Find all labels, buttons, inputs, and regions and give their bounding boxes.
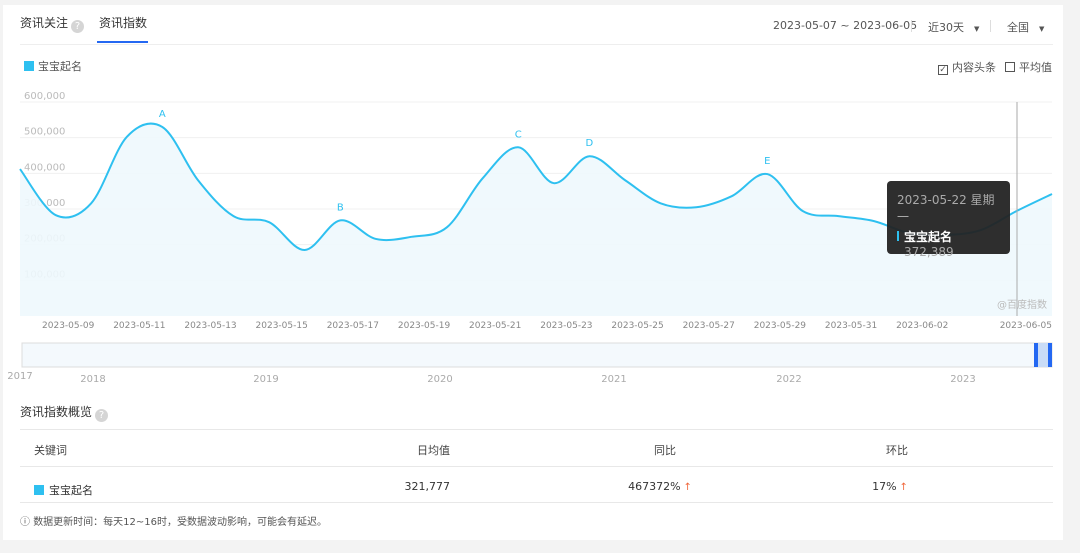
x-tick-label: 2023-06-05 (1000, 321, 1052, 331)
tooltip-series: 宝宝起名 (897, 228, 1000, 245)
arrow-up-icon: ↑ (683, 482, 692, 493)
divider (911, 20, 912, 32)
y-tick-label: 500,000 (24, 127, 65, 138)
annotation-a: A (159, 109, 166, 120)
title-text: 资讯指数概览 (20, 405, 93, 419)
row-daily-avg: 321,777 (404, 480, 451, 493)
overview-year-label: 2018 (80, 374, 105, 385)
annotation-c: C (515, 129, 522, 140)
tooltip-value: 372,389 (904, 245, 954, 259)
region-value: 全国 (1007, 21, 1029, 34)
x-tick-label: 2023-05-13 (184, 321, 236, 331)
legend-swatch (24, 61, 34, 71)
row-keyword: 宝宝起名 (34, 482, 93, 498)
footnote: ⓘ 数据更新时间：每天12~16时，受数据波动影响，可能会有延迟。 (20, 513, 327, 528)
option-label: 内容头条 (952, 61, 996, 74)
x-tick-label: 2023-05-19 (398, 321, 451, 331)
overview-year-label: 2021 (601, 374, 626, 385)
keyword-text: 宝宝起名 (49, 484, 93, 497)
y-tick-label: 400,000 (24, 162, 65, 173)
caret-down-icon: ▼ (1039, 25, 1045, 33)
tab-label: 资讯关注 (20, 16, 69, 30)
annotation-d: D (586, 138, 594, 149)
column-header-daily-avg: 日均值 (417, 444, 450, 457)
help-icon[interactable]: ? (95, 409, 109, 422)
x-tick-label: 2023-05-29 (754, 321, 807, 331)
y-tick-label: 600,000 (24, 91, 65, 102)
row-yoy: 467372% ↑ (600, 480, 720, 493)
column-header-yoy: 同比 (654, 444, 676, 457)
overview-title: 资讯指数概览? (20, 403, 109, 422)
column-header-keyword: 关键词 (34, 444, 67, 457)
tooltip-series-name: 宝宝起名 (904, 230, 953, 244)
x-tick-label: 2023-05-21 (469, 321, 521, 331)
overview-year-label: 2023 (950, 374, 975, 385)
x-tick-label: 2023-05-17 (327, 321, 379, 331)
series-marker (897, 231, 899, 241)
overview-year-label: 2022 (776, 374, 801, 385)
line-chart[interactable]: 100,000200,000300,000400,000500,000600,0… (0, 0, 1080, 400)
x-tick-label: 2023-05-25 (611, 321, 663, 331)
x-tick-label: 2023-05-31 (825, 321, 877, 331)
x-tick-label: 2023-05-11 (113, 321, 165, 331)
mom-value: 17% (872, 480, 897, 493)
tooltip-date: 2023-05-22 星期一 (897, 193, 995, 224)
series-line (19, 122, 1053, 252)
divider (20, 466, 1053, 467)
divider (20, 44, 1053, 45)
option-content-headline[interactable]: ✓ 内容头条 (938, 59, 996, 75)
active-tab-indicator (97, 41, 148, 43)
divider (20, 502, 1053, 503)
x-tick-label: 2023-06-02 (896, 321, 948, 331)
area-fill (20, 123, 1052, 316)
x-tick-label: 2023-05-09 (42, 321, 95, 331)
divider (990, 20, 991, 32)
region-select[interactable]: 全国 ▼ (1007, 19, 1044, 35)
chart-tooltip: 2023-05-22 星期一 宝宝起名 372,389 (887, 181, 1010, 259)
overview-year-label: 2019 (253, 374, 278, 385)
checkbox-checked-icon[interactable]: ✓ (938, 65, 948, 75)
tab-news-attention[interactable]: 资讯关注? (20, 14, 85, 33)
footnote-text: 数据更新时间：每天12~16时，受数据波动影响，可能会有延迟。 (33, 517, 328, 528)
slider-handle-right (1048, 343, 1052, 367)
legend-item[interactable]: 宝宝起名 (24, 58, 82, 74)
keyword-swatch (34, 485, 44, 495)
checkbox-icon[interactable] (1005, 62, 1015, 72)
x-tick-label: 2023-05-27 (683, 321, 735, 331)
legend-label: 宝宝起名 (38, 60, 82, 73)
row-mom: 17% ↑ (840, 480, 940, 493)
tab-label: 资讯指数 (99, 16, 148, 30)
divider (20, 429, 1053, 430)
date-range-picker[interactable]: 2023-05-07 ~ 2023-06-05 (773, 19, 918, 32)
watermark: @百度指数 (997, 300, 1047, 311)
tab-news-index[interactable]: 资讯指数 (99, 14, 147, 31)
overview-year-label: 2020 (427, 374, 452, 385)
arrow-up-icon: ↑ (899, 482, 908, 493)
option-label: 平均值 (1019, 61, 1052, 74)
annotation-e: E (764, 156, 770, 167)
annotation-b: B (337, 202, 344, 213)
slider-window (1036, 343, 1050, 367)
x-tick-label: 2023-05-15 (256, 321, 308, 331)
caret-down-icon: ▼ (974, 25, 980, 33)
period-select[interactable]: 近30天 ▼ (928, 19, 979, 35)
period-value: 近30天 (928, 21, 964, 34)
info-icon: ⓘ (20, 517, 34, 528)
yoy-value: 467372% (628, 480, 681, 493)
overview-slider (21, 342, 1053, 368)
x-tick-label: 2023-05-23 (540, 321, 592, 331)
slider-handle-left (1034, 343, 1038, 367)
option-average[interactable]: 平均值 (1005, 59, 1052, 75)
help-icon[interactable]: ? (71, 20, 85, 33)
column-header-mom: 环比 (886, 444, 908, 457)
overview-year-label: 2017 (7, 371, 32, 382)
